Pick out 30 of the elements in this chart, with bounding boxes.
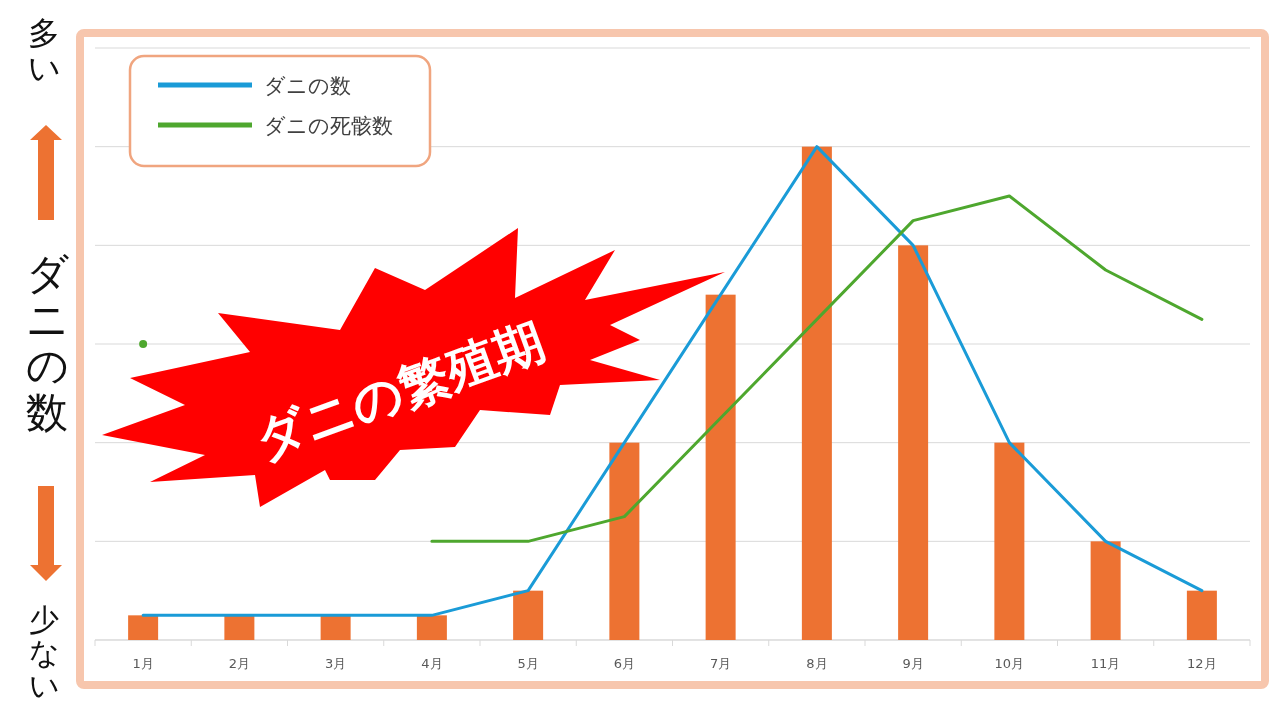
bar xyxy=(513,590,544,640)
x-tick-label: 10月 xyxy=(994,656,1025,671)
bar xyxy=(705,294,736,640)
x-tick-label: 4月 xyxy=(421,656,443,671)
x-tick-label: 3月 xyxy=(324,656,347,671)
x-tick-label: 12月 xyxy=(1187,656,1217,671)
bar xyxy=(801,146,832,640)
legend-label: ダニの数 xyxy=(264,74,351,98)
x-tick-label: 7月 xyxy=(709,656,732,671)
bar xyxy=(994,442,1025,640)
x-tick-label: 2月 xyxy=(228,656,251,671)
x-tick-label: 6月 xyxy=(613,656,636,671)
bar xyxy=(1186,590,1217,640)
x-tick-label: 8月 xyxy=(806,656,828,671)
bar xyxy=(609,442,640,640)
x-tick-label: 11月 xyxy=(1090,656,1121,671)
x-tick-label: 1月 xyxy=(132,656,154,671)
bar xyxy=(224,615,255,640)
x-tick-label: 5月 xyxy=(517,656,539,671)
annotation: ダニの繁殖期 xyxy=(247,311,552,471)
bar xyxy=(898,245,929,640)
legend-label: ダニの死骸数 xyxy=(264,114,393,138)
bar xyxy=(416,615,447,640)
x-tick-label: 9月 xyxy=(902,656,924,671)
bar xyxy=(320,615,351,640)
bar xyxy=(1090,541,1121,640)
text: 少ない xyxy=(28,602,60,703)
text: 多い xyxy=(27,14,61,88)
bar xyxy=(128,615,159,640)
y-axis-title: ダニの数 xyxy=(25,249,69,437)
